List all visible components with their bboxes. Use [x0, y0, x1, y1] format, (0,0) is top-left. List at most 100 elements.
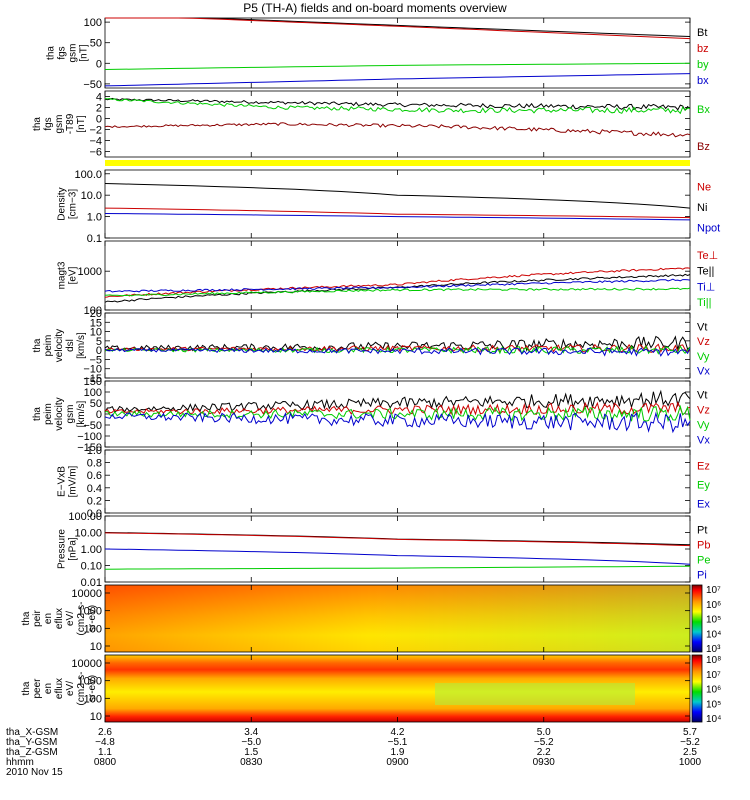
y-tick-label: 50 — [90, 38, 102, 50]
series-vx — [105, 413, 690, 432]
colorbar — [692, 655, 702, 722]
legend-bx: Bx — [697, 104, 710, 116]
panel-pressure: 100.00 10.00 1.00 0.10 0.01 Pressure [nPa] Pt Pb… — [57, 511, 711, 589]
colorbar-tick-label: 10³ — [706, 644, 721, 655]
overview-plot: 100500−50tha fgs gsm [nT]Btbzbybx420−2−4−6t… — [0, 0, 750, 800]
legend-pe: Pe — [697, 555, 710, 567]
footer-date: 2010 Nov 15 — [6, 767, 63, 778]
legend-ti: Ti⊥ — [697, 281, 715, 293]
y-axis-label: [nT] — [79, 44, 90, 61]
colorbar-tick-label: 10⁵ — [706, 699, 721, 710]
legend-vt: Vt — [697, 390, 707, 402]
y-axis-label: peir — [32, 609, 43, 626]
y-axis-label: tha — [21, 681, 32, 695]
y-axis-label: tha — [46, 46, 57, 60]
y-tick-label: 10 — [90, 641, 102, 653]
legend-ti: Ti|| — [697, 297, 711, 309]
colorbar-tick-label: 10⁶ — [706, 685, 721, 696]
y-axis-label: gsm — [65, 405, 76, 424]
legend-by: by — [697, 59, 709, 71]
y-axis-label: tha — [21, 611, 32, 625]
y-axis-label: magt3 — [57, 261, 68, 289]
y-tick-label: 1000 — [78, 266, 102, 278]
legend-vy: Vy — [697, 420, 710, 432]
y-axis-label: velocity — [54, 397, 65, 430]
flag-bar — [105, 160, 690, 166]
y-axis-label: sr-eV) — [87, 605, 98, 632]
y-axis-label: dsl — [65, 339, 76, 352]
y-tick-label: 10.0 — [81, 190, 102, 202]
colorbar-tick-label: 10⁴ — [706, 714, 721, 725]
series-ni — [105, 184, 690, 209]
y-axis-label: peim — [43, 403, 54, 425]
y-axis-label: tha — [32, 338, 43, 352]
panel-fgs-dsl: 420−2−4−6tha fgs gsm -T89 [nT]BxBz — [32, 91, 710, 159]
footer-value: 0830 — [240, 758, 262, 768]
legend-te: Te|| — [697, 266, 714, 278]
panel-peim-gsm: 150100500−50−100−150tha peim velocity gsm [k… — [32, 376, 710, 454]
series-vz — [105, 403, 690, 415]
y-tick-label: 10.00 — [74, 528, 102, 540]
y-axis-label: en — [43, 683, 54, 694]
y-tick-label: 0.1 — [87, 233, 102, 245]
series-bxblack — [105, 98, 690, 110]
colorbar-tick-label: 10⁶ — [706, 600, 721, 611]
y-tick-label: 10 — [90, 711, 102, 723]
colorbar-tick-label: 10⁷ — [706, 585, 721, 596]
y-axis-label: (cm2-s- — [76, 602, 87, 636]
legend-vt: Vt — [697, 321, 707, 333]
series-pb — [105, 533, 690, 546]
panel-peer: 10⁸10⁷10⁶10⁵10⁴10000100010010tha peer en ef… — [21, 655, 721, 725]
panel-frame — [105, 241, 690, 310]
legend-ni: Ni — [697, 202, 707, 214]
y-tick-label: 1.00 — [81, 544, 102, 556]
y-tick-label: −6 — [89, 147, 102, 159]
colorbar-tick-label: 10⁷ — [706, 670, 721, 681]
series-pi — [105, 549, 690, 564]
panel-peir: 10⁷ 10⁶ 10⁵ 10⁴ 10³ 10000 1000 100 10 tha peir en ef… — [21, 585, 721, 655]
panel-frame — [105, 170, 690, 238]
panel-frame — [105, 381, 690, 447]
y-tick-label: 0.2 — [87, 495, 102, 507]
spectrogram-overlay — [105, 585, 690, 652]
footer-value: 1000 — [679, 758, 701, 768]
y-axis-label: peim — [43, 335, 54, 357]
y-axis-label: eflux — [54, 608, 65, 629]
panel-fgs: 100500−50tha fgs gsm [nT]Btbzbybx — [46, 17, 710, 91]
colorbar — [692, 585, 702, 652]
spectrogram-green-patch — [435, 683, 635, 705]
y-tick-label: 1.0 — [87, 212, 102, 224]
legend-te: Te⊥ — [697, 250, 718, 262]
legend-ez: Ez — [697, 461, 710, 473]
series-pe — [105, 566, 690, 569]
y-axis-label: tha — [32, 407, 43, 421]
legend-pb: Pb — [697, 540, 710, 552]
panel-frame — [105, 516, 690, 582]
legend-pt: Pt — [697, 525, 707, 537]
panel-density: 100.010.01.00.1Density [cm−3]NeNiNpot — [57, 169, 721, 245]
y-tick-label: 10000 — [71, 588, 102, 600]
y-axis-label: gsm — [68, 44, 79, 63]
y-axis-label: E−VxB — [57, 466, 68, 497]
y-axis-label: [eV] — [68, 266, 79, 284]
series-by — [105, 63, 690, 69]
colorbar-tick-label: 10⁵ — [706, 615, 721, 626]
y-axis-label: tha — [32, 117, 43, 131]
legend-bz: Bz — [697, 141, 710, 153]
legend-ne: Ne — [697, 181, 711, 193]
y-tick-label: 0.10 — [81, 561, 102, 573]
y-tick-label: 100.00 — [68, 511, 102, 523]
y-axis-label: sr-eV) — [87, 675, 98, 702]
y-axis-label: eV/ — [65, 681, 76, 696]
y-axis-label: peer — [32, 678, 43, 699]
legend-pi: Pi — [697, 570, 707, 582]
legend-bx: bx — [697, 75, 709, 87]
colorbar-tick-label: 10⁸ — [706, 655, 721, 666]
panel-frame — [105, 91, 690, 157]
footer-value: 0930 — [533, 758, 555, 768]
y-axis-label: [km/s] — [76, 332, 87, 359]
series-bz — [105, 123, 690, 137]
y-tick-label: 100 — [84, 17, 102, 29]
y-axis-label: gsm — [54, 115, 65, 134]
